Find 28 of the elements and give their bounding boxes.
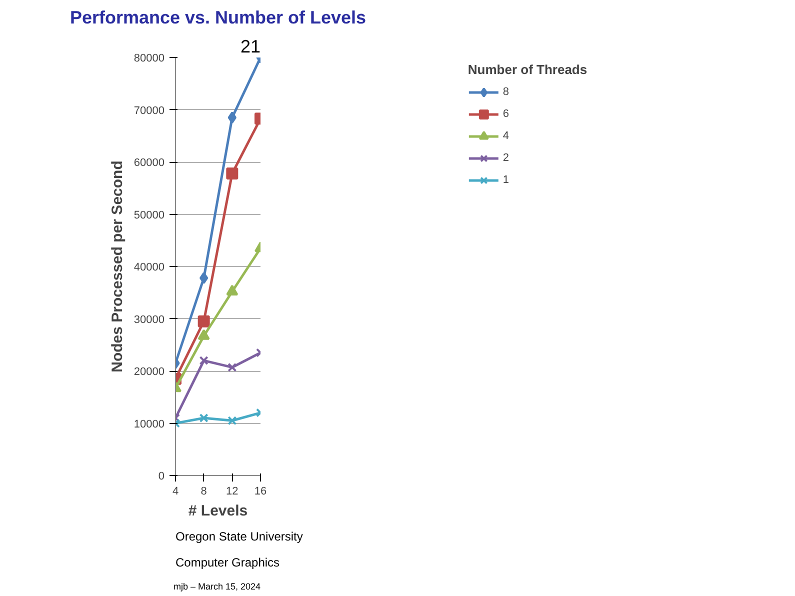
legend-label: 8 [502, 86, 510, 98]
legend-label: 1 [502, 174, 510, 186]
y-tick-label: 40000 [134, 262, 165, 274]
point [228, 112, 236, 124]
legend-label: 6 [502, 108, 510, 120]
chart-title: Performance vs. Number of Levels [70, 8, 366, 28]
y-axis-title: Nodes Processed per Second [108, 160, 126, 372]
y-tick-label: 20000 [134, 366, 165, 378]
text: Oregon State University [176, 530, 303, 544]
x-tick-label: 8 [200, 486, 207, 498]
legend-title: Number of Threads [468, 62, 588, 77]
text: 21 [240, 36, 261, 56]
x-tick-label: 4 [172, 486, 179, 498]
x-tick-label: 16 [254, 486, 267, 498]
y-tick-label: 0 [158, 470, 165, 482]
legend-label: 2 [502, 152, 510, 164]
y-tick-label: 10000 [134, 418, 165, 430]
y-tick-label: 50000 [134, 209, 165, 222]
legend-label: 4 [502, 130, 510, 142]
y-tick-label: 80000 [134, 52, 165, 64]
text: mjb – March 15, 2024 [173, 582, 260, 592]
x-tick-label: 12 [226, 486, 238, 498]
y-tick-label: 60000 [134, 157, 165, 169]
y-tick-label: 70000 [134, 104, 165, 117]
point [200, 272, 208, 284]
text: Computer Graphics [176, 556, 280, 570]
y-tick-label: 30000 [134, 314, 165, 326]
x-axis-title: # Levels [188, 502, 248, 520]
